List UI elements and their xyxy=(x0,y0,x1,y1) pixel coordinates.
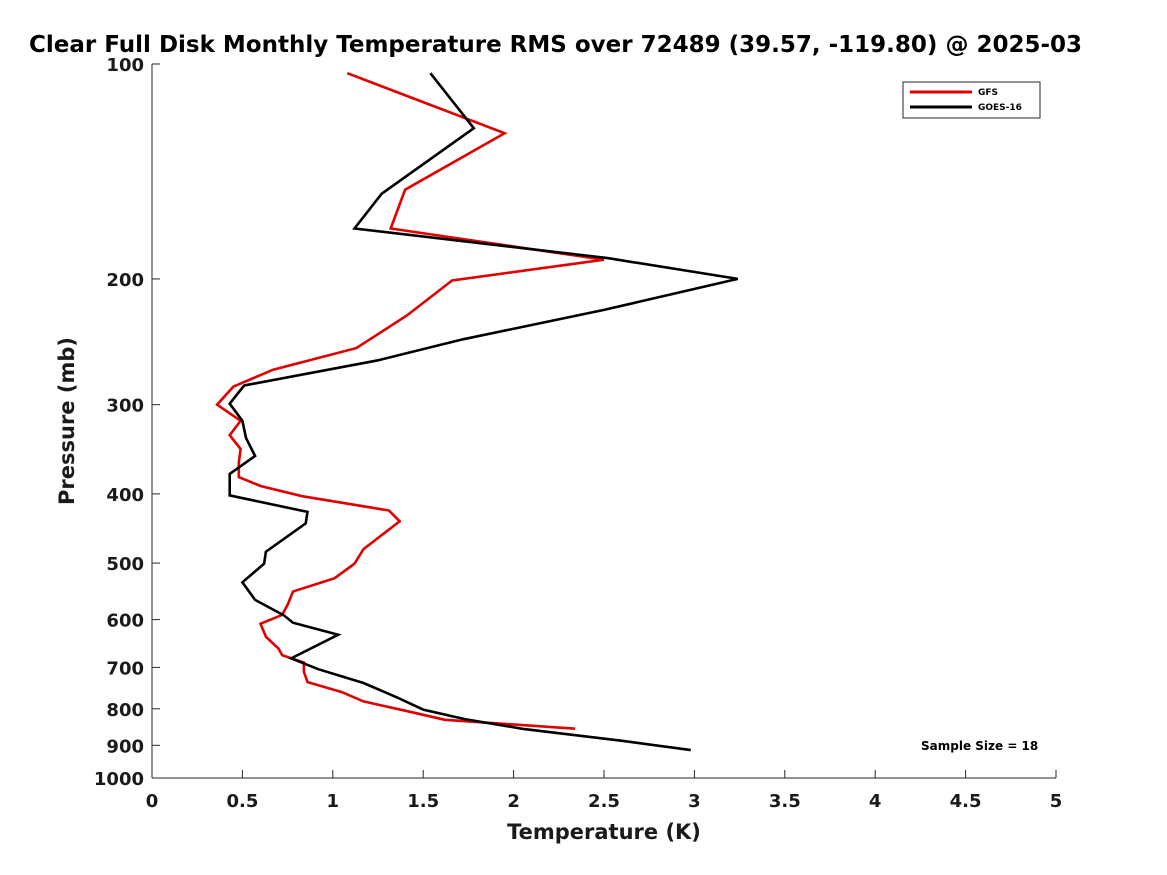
chart-title: Clear Full Disk Monthly Temperature RMS … xyxy=(29,32,1082,58)
legend-box xyxy=(902,81,1041,119)
legend-label-goes16: GOES-16 xyxy=(978,103,1022,113)
x-tick-label: 2 xyxy=(507,791,520,812)
y-tick-label: 100 xyxy=(106,55,144,76)
x-axis-ticks: 0 0.5 1 1.5 2 2.5 3 3.5 4 4.5 5 xyxy=(146,770,1063,812)
legend: GFS GOES-16 xyxy=(902,81,1041,119)
x-tick-label: 1 xyxy=(327,791,340,812)
legend-label-gfs: GFS xyxy=(978,88,998,98)
y-tick-label: 400 xyxy=(106,485,144,506)
x-tick-label: 2.5 xyxy=(588,791,620,812)
series-layer xyxy=(215,71,739,752)
x-tick-label: 0.5 xyxy=(226,791,258,812)
x-tick-label: 3 xyxy=(688,791,701,812)
x-tick-label: 3.5 xyxy=(769,791,801,812)
sample-size-annotation: Sample Size = 18 xyxy=(921,739,1038,753)
x-tick-label: 4 xyxy=(869,791,882,812)
y-tick-label: 600 xyxy=(106,611,144,632)
x-axis-label: Temperature (K) xyxy=(507,820,701,844)
y-tick-label: 500 xyxy=(106,554,144,575)
y-tick-label: 700 xyxy=(106,658,144,679)
series-line-gfs xyxy=(215,71,605,730)
series-line-goes-16 xyxy=(228,72,739,752)
y-tick-label: 300 xyxy=(106,396,144,417)
y-tick-label: 800 xyxy=(106,700,144,721)
y-axis-ticks: 100 200 300 400 500 600 700 800 900 1000 xyxy=(94,55,160,790)
x-tick-label: 5 xyxy=(1050,791,1063,812)
y-tick-label: 900 xyxy=(106,736,144,757)
x-tick-label: 1.5 xyxy=(407,791,439,812)
x-tick-label: 0 xyxy=(146,791,159,812)
y-axis-label: Pressure (mb) xyxy=(55,337,79,505)
x-tick-label: 4.5 xyxy=(950,791,982,812)
y-tick-label: 1000 xyxy=(94,769,144,790)
y-tick-label: 200 xyxy=(106,270,144,291)
